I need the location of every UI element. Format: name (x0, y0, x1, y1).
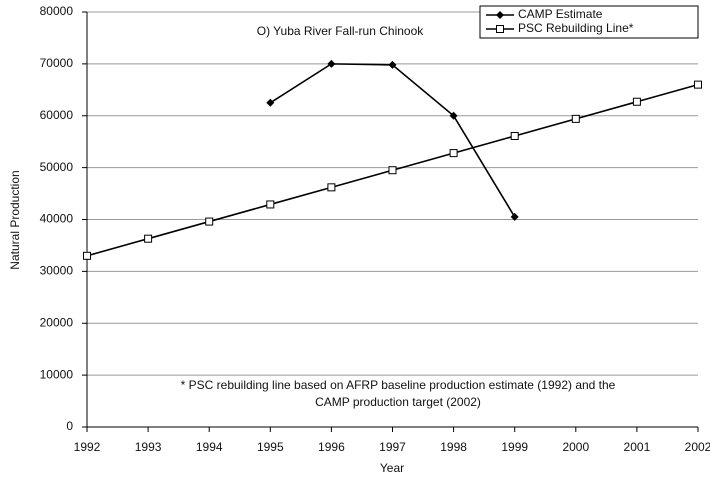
x-tick-label: 1995 (257, 440, 284, 454)
y-tick-label: 50000 (40, 160, 74, 174)
y-tick-label: 0 (66, 419, 73, 433)
point (632, 97, 641, 106)
point (510, 131, 519, 140)
y-axis-label: Natural Production (8, 170, 22, 269)
point (388, 166, 397, 175)
point (694, 80, 702, 89)
point (266, 200, 275, 209)
legend-marker (496, 25, 504, 33)
legend-marker (496, 11, 504, 19)
x-tick-label: 2000 (562, 440, 589, 454)
y-tick-label: 70000 (40, 56, 74, 70)
y-tick-label: 20000 (40, 315, 74, 329)
point (83, 251, 91, 260)
y-tick-label: 10000 (40, 367, 74, 381)
x-tick-label: 2001 (624, 440, 651, 454)
legend-box (479, 5, 699, 39)
x-tick-label: 1992 (74, 440, 101, 454)
y-tick-label: 80000 (40, 4, 74, 18)
x-tick-label: 1994 (196, 440, 223, 454)
y-tick-label: 60000 (40, 108, 74, 122)
legend-label: PSC Rebuilding Line* (518, 21, 634, 35)
point (205, 217, 214, 226)
point (327, 183, 336, 192)
x-tick-label: 1996 (318, 440, 345, 454)
y-tick-label: 40000 (40, 212, 74, 226)
point (144, 234, 153, 243)
point (266, 98, 275, 107)
y-tick-label: 30000 (40, 264, 74, 278)
x-tick-label: 2002 (685, 440, 710, 454)
point (510, 212, 519, 221)
point (327, 59, 336, 68)
point (388, 60, 397, 69)
point (449, 149, 458, 158)
x-tick-label: 1993 (135, 440, 162, 454)
x-tick-label: 1999 (501, 440, 528, 454)
legend-label: CAMP Estimate (518, 7, 603, 21)
x-axis-label: Year (380, 461, 404, 475)
x-tick-label: 1998 (440, 440, 467, 454)
annotation: * PSC rebuilding line based on AFRP base… (181, 378, 616, 392)
point (571, 114, 580, 123)
point (449, 111, 458, 120)
annotation: CAMP production target (2002) (315, 395, 481, 409)
chart-title: O) Yuba River Fall-run Chinook (257, 24, 425, 38)
x-tick-label: 1997 (379, 440, 406, 454)
